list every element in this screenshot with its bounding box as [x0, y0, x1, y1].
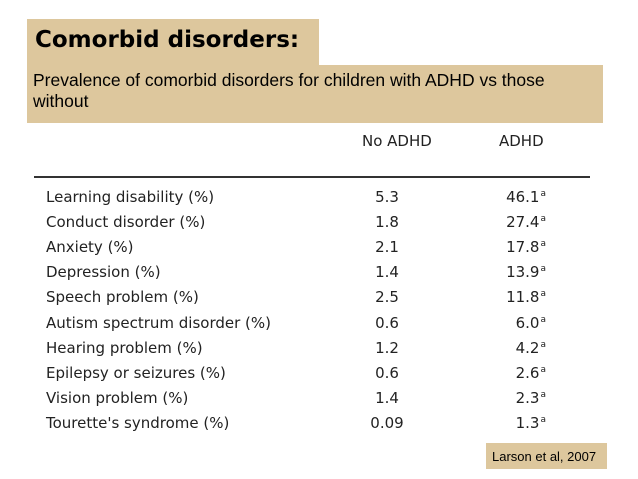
- table-row: Autism spectrum disorder (%) 0.6 6.0a: [34, 311, 590, 336]
- adhd-value: 2.6: [515, 363, 540, 382]
- adhd-value-cell: 2.6a: [516, 364, 546, 382]
- adhd-value: 2.3: [515, 388, 540, 407]
- row-label: Vision problem (%): [46, 388, 189, 407]
- significance-marker: a: [540, 389, 546, 400]
- adhd-value: 17.8: [506, 238, 540, 257]
- table-row: Depression (%) 1.4 13.9a: [34, 260, 590, 285]
- table-row: Speech problem (%) 2.5 11.8a: [34, 285, 590, 310]
- no-adhd-value: 0.6: [375, 363, 399, 382]
- significance-marker: a: [540, 314, 546, 325]
- adhd-value: 11.8: [506, 288, 540, 307]
- adhd-value: 27.4: [506, 213, 540, 232]
- slide-subtitle: Prevalence of comorbid disorders for chi…: [33, 70, 545, 111]
- significance-marker: a: [540, 289, 546, 300]
- column-header-adhd: ADHD: [499, 132, 544, 150]
- table-row: Hearing problem (%) 1.2 4.2a: [34, 336, 590, 361]
- citation-banner: Larson et al, 2007: [486, 443, 607, 469]
- adhd-value-cell: 46.1a: [506, 188, 546, 206]
- adhd-value: 1.3: [515, 413, 540, 432]
- adhd-value-cell: 17.8a: [506, 238, 546, 256]
- adhd-value-cell: 6.0a: [516, 314, 546, 332]
- column-header-no-adhd: No ADHD: [362, 132, 432, 150]
- no-adhd-value: 1.4: [375, 388, 399, 407]
- no-adhd-value: 0.6: [375, 313, 399, 332]
- header-rule: [34, 176, 590, 178]
- prevalence-table: No ADHD ADHD Learning disability (%) 5.3 4…: [34, 123, 590, 443]
- row-label: Speech problem (%): [46, 288, 199, 307]
- no-adhd-value: 2.5: [375, 288, 399, 307]
- row-label: Learning disability (%): [46, 188, 215, 206]
- no-adhd-value: 1.4: [375, 263, 399, 282]
- adhd-value-cell: 13.9a: [506, 263, 546, 281]
- no-adhd-value: 1.8: [375, 213, 399, 232]
- citation: Larson et al, 2007: [492, 449, 597, 464]
- no-adhd-value: 0.09: [370, 413, 404, 432]
- adhd-value: 4.2: [515, 338, 540, 357]
- row-label: Tourette's syndrome (%): [46, 413, 230, 432]
- adhd-value: 6.0: [515, 313, 540, 332]
- significance-marker: a: [540, 189, 546, 199]
- table-row: Learning disability (%) 5.3 46.1a: [34, 185, 590, 210]
- subtitle-banner: Prevalence of comorbid disorders for chi…: [27, 65, 603, 123]
- adhd-value: 46.1: [506, 188, 540, 206]
- table-row: Vision problem (%) 1.4 2.3a: [34, 386, 590, 411]
- significance-marker: a: [540, 214, 546, 225]
- title-banner: Comorbid disorders:: [27, 19, 319, 65]
- table-row: Tourette's syndrome (%) 0.09 1.3a: [34, 411, 590, 436]
- adhd-value-cell: 4.2a: [516, 339, 546, 357]
- significance-marker: a: [540, 414, 546, 425]
- adhd-value-cell: 1.3a: [516, 414, 546, 432]
- table-row: Epilepsy or seizures (%) 0.6 2.6a: [34, 361, 590, 386]
- row-label: Epilepsy or seizures (%): [46, 363, 226, 382]
- adhd-value-cell: 2.3a: [516, 389, 546, 407]
- significance-marker: a: [540, 364, 546, 375]
- significance-marker: a: [540, 239, 546, 250]
- no-adhd-value: 2.1: [375, 238, 399, 257]
- row-label: Anxiety (%): [46, 238, 134, 257]
- table-row: Anxiety (%) 2.1 17.8a: [34, 235, 590, 260]
- no-adhd-value: 1.2: [375, 338, 399, 357]
- significance-marker: a: [540, 339, 546, 350]
- slide-title: Comorbid disorders:: [35, 27, 300, 53]
- row-label: Autism spectrum disorder (%): [46, 313, 271, 332]
- no-adhd-value: 5.3: [375, 188, 399, 206]
- row-label: Conduct disorder (%): [46, 213, 206, 232]
- row-label: Depression (%): [46, 263, 161, 282]
- adhd-value-cell: 11.8a: [506, 288, 546, 306]
- adhd-value-cell: 27.4a: [506, 213, 546, 231]
- row-label: Hearing problem (%): [46, 338, 203, 357]
- significance-marker: a: [540, 264, 546, 275]
- table-row: Conduct disorder (%) 1.8 27.4a: [34, 210, 590, 235]
- adhd-value: 13.9: [506, 263, 540, 282]
